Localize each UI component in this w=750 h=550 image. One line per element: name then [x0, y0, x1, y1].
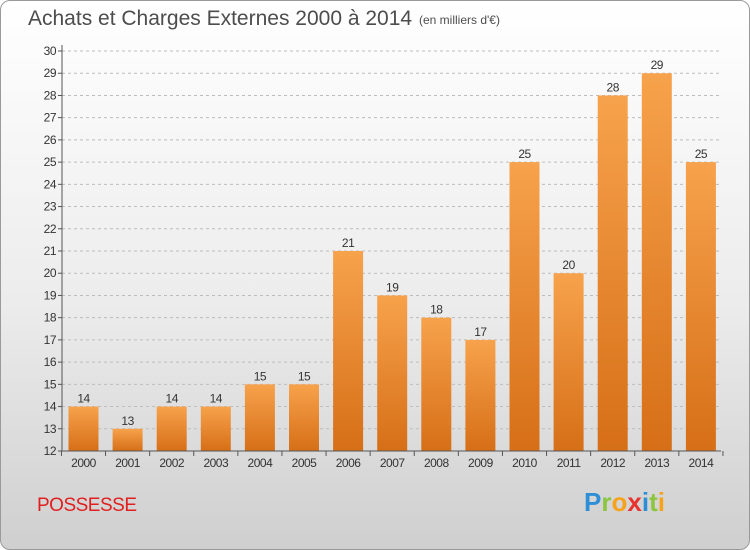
- x-tick-label: 2011: [557, 456, 582, 470]
- x-tick-label: 2001: [115, 456, 141, 470]
- y-tick-label: 23: [44, 200, 57, 214]
- proxiti-logo[interactable]: Proxiti: [584, 487, 665, 518]
- y-tick-label: 22: [44, 222, 57, 236]
- bar: [465, 339, 496, 451]
- data-label: 14: [166, 392, 179, 406]
- data-label: 20: [562, 258, 575, 272]
- y-tick-label: 30: [44, 44, 57, 58]
- bar: [421, 317, 452, 451]
- bar: [244, 384, 275, 451]
- bar: [377, 295, 408, 451]
- data-label: 25: [695, 147, 708, 161]
- logo-letter: i: [657, 487, 665, 517]
- chart-subtitle: (en milliers d'€): [419, 13, 500, 27]
- y-tick-label: 29: [44, 66, 57, 80]
- y-tick-label: 26: [44, 133, 57, 147]
- data-label: 14: [77, 392, 90, 406]
- x-tick-label: 2013: [644, 456, 670, 470]
- x-tick-label: 2000: [71, 456, 97, 470]
- logo-letter: t: [649, 487, 658, 517]
- chart-title: Achats et Charges Externes 2000 à 2014: [28, 7, 413, 30]
- bar: [641, 73, 672, 451]
- data-label: 21: [342, 236, 355, 250]
- y-tick-label: 24: [44, 177, 57, 191]
- y-tick-label: 12: [44, 444, 57, 458]
- bar: [333, 251, 364, 451]
- data-label: 29: [651, 58, 664, 72]
- x-tick-label: 2004: [248, 456, 274, 470]
- data-label: 13: [121, 414, 134, 428]
- x-tick-label: 2003: [203, 456, 229, 470]
- y-tick-label: 27: [44, 111, 57, 125]
- data-label: 15: [254, 369, 267, 383]
- x-tick-label: 2008: [424, 456, 450, 470]
- data-label: 15: [298, 369, 311, 383]
- y-tick-label: 15: [44, 377, 57, 391]
- y-tick-label: 17: [44, 333, 57, 347]
- data-label: 17: [474, 325, 487, 339]
- data-label: 25: [518, 147, 531, 161]
- bar: [685, 162, 716, 451]
- y-tick-label: 28: [44, 88, 57, 102]
- logo-letter: r: [601, 487, 612, 517]
- bar: [509, 162, 540, 451]
- logo-letter: x: [627, 487, 642, 517]
- y-tick-label: 14: [44, 400, 57, 414]
- x-tick-label: 2010: [512, 456, 538, 470]
- y-tick-label: 21: [44, 244, 57, 258]
- bar: [289, 384, 319, 451]
- data-label: 28: [607, 80, 620, 94]
- x-tick-label: 2002: [159, 456, 185, 470]
- logo-letter: o: [611, 487, 628, 517]
- bar: [112, 428, 143, 451]
- x-tick-label: 2006: [336, 456, 362, 470]
- y-tick-label: 20: [44, 266, 57, 280]
- bar: [156, 406, 187, 451]
- bar: [200, 406, 231, 451]
- axes: 12 13 14 15 16 17 18 19 20 21 22 23 24 25 26 27 28 29 30 20…: [44, 44, 724, 470]
- logo-letter: P: [584, 487, 602, 517]
- data-label: 19: [386, 280, 399, 294]
- data-label: 14: [210, 392, 223, 406]
- data-label: 18: [430, 303, 443, 317]
- y-tick-label: 19: [44, 288, 57, 302]
- bar: [597, 95, 628, 451]
- y-tick-label: 16: [44, 355, 57, 369]
- x-tick-label: 2012: [600, 456, 626, 470]
- x-tick-label: 2009: [468, 456, 494, 470]
- y-tick-label: 25: [44, 155, 57, 169]
- bar: [553, 273, 584, 451]
- y-tick-label: 13: [44, 422, 57, 436]
- y-tick-label: 18: [44, 311, 57, 325]
- x-tick-label: 2005: [292, 456, 318, 470]
- logo-letter: i: [641, 487, 650, 517]
- commune-name: POSSESSE: [37, 495, 137, 516]
- bar: [68, 406, 99, 451]
- x-tick-label: 2007: [380, 456, 406, 470]
- x-tick-label: 2014: [689, 456, 715, 470]
- bars: 14 13 14 14 15 15 21 19 18 17 25 20 28 29 25: [68, 58, 716, 451]
